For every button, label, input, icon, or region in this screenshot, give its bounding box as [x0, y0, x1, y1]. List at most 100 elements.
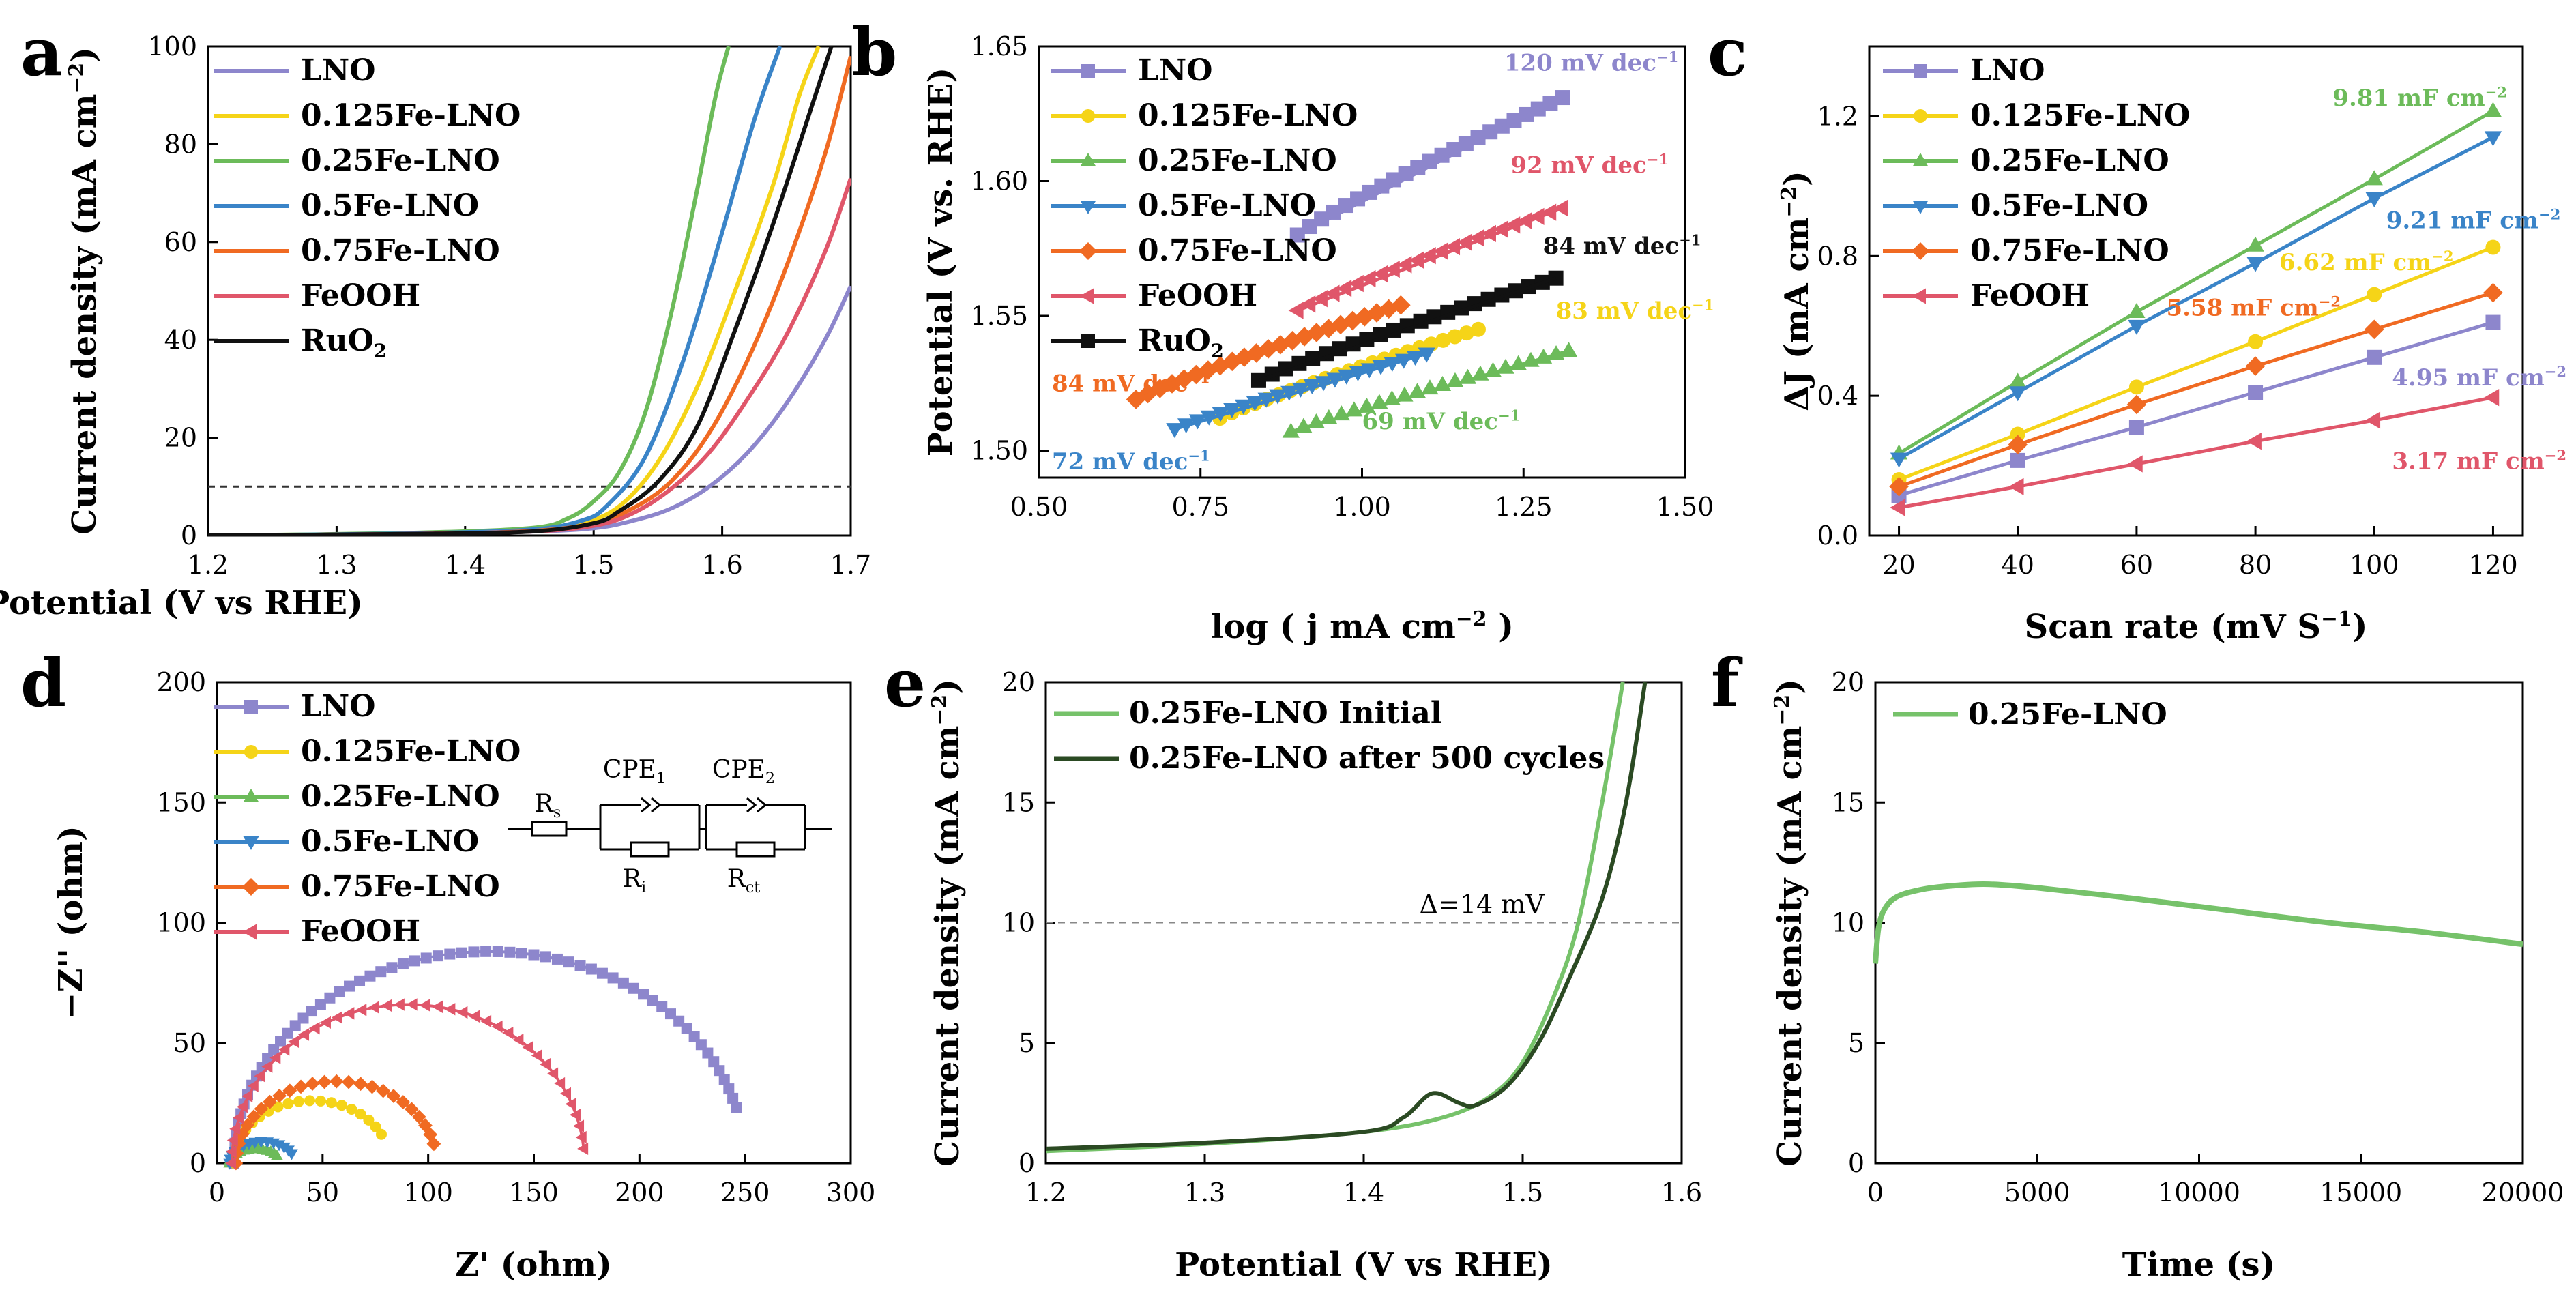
data-point [262, 1053, 274, 1064]
y-axis-label: ΔJ (mA cm−2) [1777, 171, 1816, 411]
data-point [1480, 224, 1496, 243]
data-point [2364, 319, 2384, 340]
label-rs-sub: s [553, 804, 561, 821]
resistor-rs [531, 821, 568, 837]
series-line [1898, 109, 2494, 455]
data-point [563, 956, 574, 968]
legend-marker [243, 836, 259, 850]
data-point [411, 1109, 426, 1124]
series-line [1258, 276, 1557, 383]
data-point [368, 1001, 379, 1014]
data-point [1324, 284, 1340, 302]
data-point [426, 1137, 441, 1152]
data-point [1890, 452, 1908, 468]
y-tick-label: 1.50 [970, 436, 1028, 466]
series-line [1898, 135, 2494, 460]
data-point [504, 946, 516, 958]
data-point [628, 982, 639, 994]
data-point [397, 958, 409, 970]
x-tick-label: 1.6 [1661, 1177, 1702, 1207]
data-point [386, 962, 398, 973]
slope-annotation-sup: −1 [1679, 232, 1701, 249]
data-point [491, 1020, 503, 1034]
data-point [469, 1010, 480, 1023]
x-tick-label: 1.4 [445, 550, 486, 580]
data-point [314, 1095, 326, 1107]
slope-annotation-sup: −1 [1656, 48, 1678, 65]
slope-annotation-sup: −1 [1188, 448, 1210, 465]
data-point [355, 1109, 366, 1120]
legend-marker [1081, 109, 1095, 123]
capacitance-annotation-sup: −2 [2485, 83, 2507, 100]
y-axis-label-end: ) [1777, 171, 1815, 186]
data-point [456, 1006, 468, 1019]
data-point [376, 1083, 391, 1098]
legend-marker [244, 700, 258, 714]
data-point [560, 1087, 572, 1100]
y-tick-label: 0.4 [1817, 381, 1858, 411]
x-tick-label: 10000 [2158, 1177, 2240, 1207]
plot-frame [1874, 681, 2524, 1165]
legend-label: 0.125Fe-LNO [301, 98, 521, 133]
y-tick-label: 80 [164, 129, 197, 159]
data-point [569, 1109, 581, 1122]
data-point [343, 1007, 355, 1020]
data-point [492, 946, 503, 957]
data-point [2245, 356, 2266, 376]
legend-label: 0.5Fe-LNO [301, 824, 479, 859]
data-point [718, 1074, 730, 1085]
legend-label: 0.25Fe-LNO [301, 779, 500, 814]
data-point [2008, 478, 2024, 495]
data-point [638, 989, 649, 1000]
data-point [381, 999, 392, 1012]
legend-label: 0.5Fe-LNO [1138, 188, 1316, 223]
data-point [269, 1051, 281, 1064]
legend-marker [1912, 288, 1926, 304]
data-point [246, 1109, 261, 1124]
series-line [232, 950, 738, 1164]
data-point [607, 972, 619, 984]
slope-annotation-sup: −1 [1498, 407, 1520, 424]
data-point [539, 1057, 551, 1071]
label-rct: Rct [727, 865, 761, 896]
data-point [288, 1035, 299, 1049]
data-point [695, 1039, 707, 1051]
panel-label: a [20, 14, 63, 91]
y-tick-label: 15 [1002, 787, 1035, 817]
data-point [355, 1004, 367, 1016]
data-point [596, 967, 608, 979]
x-tick-label: 0.75 [1171, 492, 1229, 522]
data-point [293, 1096, 304, 1107]
data-point [2248, 334, 2264, 349]
data-point [656, 1001, 668, 1013]
data-point [731, 1102, 742, 1113]
slope-annotation: 69 mV dec−1 [1362, 407, 1521, 435]
y-axis-label-sup: −2 [928, 694, 952, 726]
data-point [370, 1121, 381, 1132]
data-point [1889, 477, 1909, 497]
y-tick-label: 15 [1832, 787, 1864, 817]
data-point [263, 1094, 277, 1109]
data-point [2128, 420, 2144, 435]
label-cpe1-sub: 1 [656, 770, 666, 787]
x-tick-label: 0 [1867, 1177, 1884, 1207]
x-tick-label: 150 [509, 1177, 559, 1207]
y-axis-label: Current density (mA cm−2) [928, 679, 967, 1167]
legend-marker [1914, 109, 1927, 123]
data-point [1288, 302, 1304, 319]
panel-b: b 0.50 0.75 1.00 1.25 1.50 1.50 1.55 1.60 1.65 log… [851, 14, 1714, 646]
data-point [1312, 290, 1328, 308]
data-point [2128, 319, 2146, 335]
data-point [2248, 385, 2264, 400]
data-point [325, 1097, 337, 1109]
x-tick-label: 100 [403, 1177, 453, 1207]
data-point [298, 1028, 310, 1041]
x-tick-label: 40 [2002, 550, 2034, 580]
legend-marker [1914, 64, 1927, 78]
capacitance-annotation-sup: −2 [2545, 363, 2566, 380]
plot-frame [207, 45, 852, 537]
legend-label-sub: 2 [374, 340, 387, 362]
label-cpe2-sub: 2 [765, 770, 775, 787]
y-axis-label-end: ) [928, 679, 966, 694]
y-tick-label: 40 [164, 325, 197, 355]
